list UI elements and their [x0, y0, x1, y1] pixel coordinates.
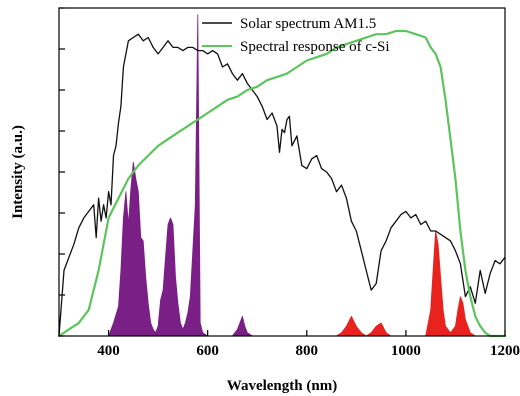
series-layer — [57, 29, 507, 338]
legend: Solar spectrum AM1.5 Spectral response o… — [202, 16, 390, 55]
x-axis-title: Wavelength (nm) — [227, 378, 337, 394]
x-axis-ticks: 400 600 800 1000 1200 — [58, 330, 520, 359]
x-tick-label-2: 600 — [196, 343, 219, 359]
series-line-solar-spectrum — [58, 33, 506, 337]
x-tick-label-5: 1200 — [490, 343, 520, 359]
x-tick-label-3: 800 — [296, 343, 319, 359]
legend-label-solar-spectrum: Solar spectrum AM1.5 — [240, 16, 376, 32]
x-tick-label-4: 1000 — [391, 343, 421, 359]
y-axis-ticks — [59, 7, 65, 337]
y-axis-title: Intensity (a.u.) — [10, 125, 26, 219]
emission-layer — [108, 14, 481, 337]
legend-label-spectral-response: Spectral response of c-Si — [240, 39, 390, 55]
x-tick-label-1: 400 — [97, 343, 120, 359]
emission-band-3 — [326, 230, 481, 337]
series-line-spectral-response — [57, 29, 507, 338]
